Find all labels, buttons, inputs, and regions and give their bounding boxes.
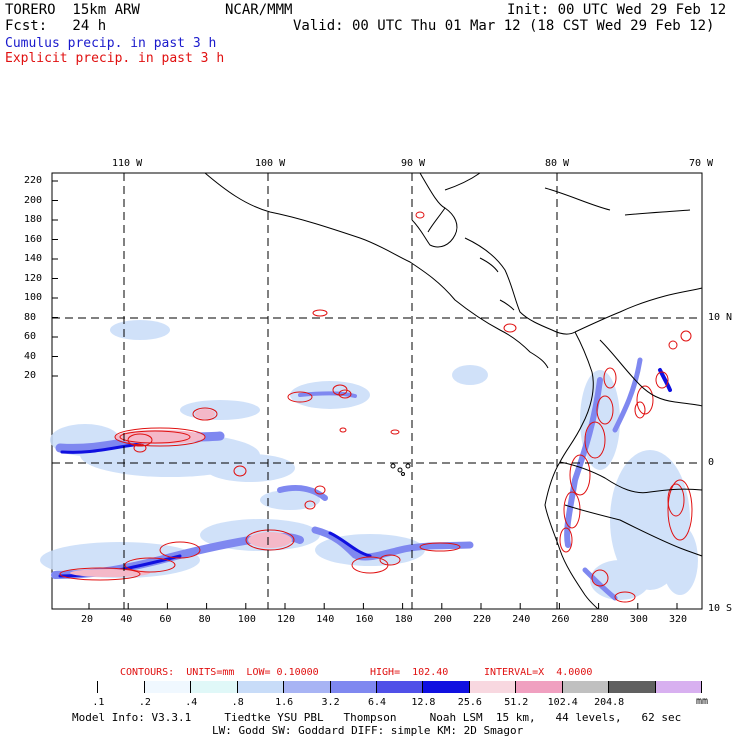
x-tick-label: 160 [355,614,374,625]
lon-label-100w: 100 W [255,158,286,169]
y-tick-label: 60 [24,331,37,342]
x-tick-label: 260 [551,614,570,625]
colorbar-cell [516,681,563,693]
colorbar-cell [144,681,192,693]
x-tick-label: 20 [81,614,94,625]
valid-time: Valid: 00 UTC Thu 01 Mar 12 (18 CST Wed … [293,18,715,34]
colorbar-cell [655,681,702,693]
x-tick-label: 140 [316,614,335,625]
lat-label-10s: 10 S [708,603,733,614]
colorbar-label: .4 [185,697,198,708]
forecast-hour: Fcst: 24 h [5,18,107,34]
colorbar-cell [609,681,656,693]
colorbar-cell [330,681,377,693]
x-tick-label: 300 [629,614,648,625]
colorbar-label: 6.4 [367,697,387,708]
physics-info: LW: Godd SW: Goddard DIFF: simple KM: 2D… [212,724,524,737]
contour-info: CONTOURS: UNITS=mm LOW= 0.10000 [120,667,319,678]
model-info: Model Info: V3.3.1 Tiedtke YSU PBL Thomp… [72,711,682,724]
x-tick-label: 60 [159,614,172,625]
colorbar-cell [562,681,610,693]
colorbar-label: 102.4 [547,697,578,708]
contour-interval: INTERVAL=X 4.0000 [484,667,593,678]
y-tick-label: 200 [24,194,43,206]
lon-label-80w: 80 W [545,158,570,169]
x-tick-label: 220 [473,614,492,625]
colorbar-label: 3.2 [321,697,340,708]
colorbar-cell [98,681,145,693]
explicit-field-label: Explicit precip. in past 3 h [5,51,225,66]
x-tick-label: 200 [433,614,452,625]
colorbar-unit: mm [696,696,709,707]
contour-high: HIGH= 102.40 [370,667,449,678]
colorbar-label: 51.2 [504,697,529,708]
organization-label: NCAR/MMM [225,2,293,18]
colorbar-cell [423,681,470,693]
x-tick-label: 180 [394,614,413,625]
x-tick-label: 280 [590,614,609,625]
x-tick-label: 240 [512,614,531,625]
init-time: Init: 00 UTC Wed 29 Feb 12 [507,2,727,18]
y-tick-label: 40 [24,350,37,362]
axis-ticks [52,180,678,609]
x-tick-label: 120 [277,614,296,625]
colorbar-cell [469,681,517,693]
y-tick-label: 160 [24,233,43,245]
model-title: TORERO 15km ARW [5,2,140,18]
lon-label-70w: 70 W [689,158,714,169]
lon-label-90w: 90 W [401,158,426,169]
colorbar-cell [237,681,285,693]
colorbar-label: .2 [138,697,151,708]
explicit-precip-contours [59,211,693,603]
colorbar-cell [191,681,238,693]
y-tick-label: 140 [24,253,43,264]
graticule [52,173,702,609]
colorbar-cell [377,681,424,693]
y-tick-label: 120 [24,272,43,284]
colorbar-cell [52,681,99,693]
x-tick-label: 100 [237,614,256,625]
x-tick-label: 80 [198,614,211,625]
lat-label-0: 0 [708,457,715,468]
y-tick-label: 80 [24,311,37,323]
lat-label-10n: 10 N [708,312,733,323]
y-tick-label: 100 [24,292,43,303]
colorbar-label: .8 [231,697,244,708]
colorbar-label: .1 [92,697,105,708]
colorbar-label: 204.8 [594,697,625,708]
coastlines [204,172,703,610]
lon-label-110w: 110 W [112,158,143,169]
x-tick-label: 40 [120,614,133,625]
y-tick-label: 220 [24,175,43,186]
colorbar-label: 25.6 [457,697,482,708]
cumulus-field-label: Cumulus precip. in past 3 h [5,36,217,51]
colorbar-label: 1.6 [275,697,294,708]
y-tick-label: 180 [24,214,43,225]
y-tick-label: 20 [24,370,37,381]
colorbar-cell [284,681,331,693]
x-tick-label: 320 [669,614,688,625]
colorbar-label: 12.8 [411,697,436,708]
